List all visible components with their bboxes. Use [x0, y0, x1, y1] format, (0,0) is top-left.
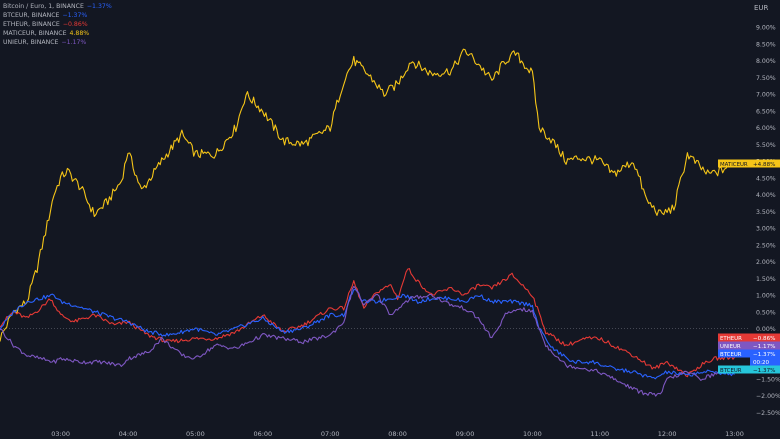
series-line-etheur — [0, 268, 735, 378]
x-tick-label: 03:00 — [51, 430, 70, 438]
price-tag-name: ETHEUR — [720, 336, 742, 342]
price-tags: MATICEUR +4.88% ETHEUR −0.86% UNIEUR −1.17% BT… — [718, 159, 780, 374]
legend-label: MATICEUR, BINANCE — [3, 30, 67, 37]
y-tick-label: 6.50% — [756, 108, 776, 115]
x-tick-label: 11:00 — [590, 430, 609, 438]
price-tag-value: 00:20 — [753, 360, 770, 366]
price-tag-name-bg — [718, 349, 750, 358]
y-tick-label: 6.00% — [756, 125, 776, 132]
y-tick-label: 2.00% — [756, 259, 776, 266]
price-tag-name-bg — [718, 365, 750, 374]
price-tag-name-bg — [718, 333, 750, 342]
series-line-maticeur — [0, 48, 735, 342]
legend-row[interactable]: BTCEUR, BINANCE −1.37% — [3, 11, 112, 20]
price-tag-value-bg — [750, 365, 780, 374]
price-tag-value: −1.37% — [753, 352, 775, 358]
y-tick-label: −2.50% — [756, 410, 780, 417]
legend-row[interactable]: ETHEUR, BINANCE −0.86% — [3, 20, 112, 29]
y-tick-label: 0.50% — [756, 309, 776, 316]
y-tick-label: 7.00% — [756, 92, 776, 99]
price-tag-value-bg — [750, 341, 780, 350]
legend-change: −1.37% — [86, 3, 112, 10]
price-tag-name-bg — [718, 159, 750, 168]
price-tag-value-bg — [750, 333, 780, 342]
x-tick-label: 13:00 — [725, 430, 744, 438]
legend-label: UNIEUR, BINANCE — [3, 39, 59, 46]
y-tick-label: 3.00% — [756, 226, 776, 233]
price-tag-value: −1.37% — [753, 368, 775, 374]
legend-change: −0.86% — [62, 21, 88, 28]
legend-row[interactable]: MATICEUR, BINANCE 4.88% — [3, 29, 112, 38]
series-lines — [0, 48, 735, 397]
y-tick-label: −2.00% — [756, 393, 780, 400]
price-tag-name: UNIEUR — [720, 344, 741, 350]
y-tick-label: 1.00% — [756, 293, 776, 300]
y-tick-label: 1.50% — [756, 276, 776, 283]
y-tick-label: 8.00% — [756, 58, 776, 65]
legend-change: 4.88% — [69, 30, 90, 37]
y-tick-label: 4.00% — [756, 192, 776, 199]
legend-change: −1.17% — [61, 39, 87, 46]
legend-label: Bitcoin / Euro, 1, BINANCE — [3, 3, 84, 10]
x-tick-label: 08:00 — [388, 430, 407, 438]
price-tag-value: +4.88% — [753, 162, 775, 168]
legend-row[interactable]: UNIEUR, BINANCE −1.17% — [3, 38, 112, 47]
x-tick-label: 09:00 — [456, 430, 475, 438]
series-line-unieur — [0, 285, 735, 397]
x-axis[interactable]: 03:00 04:00 05:00 06:00 07:00 08:00 09:00 10:00… — [51, 430, 744, 438]
x-tick-label: 07:00 — [321, 430, 340, 438]
price-tag-name: BTCEUR — [720, 352, 742, 358]
x-tick-label: 06:00 — [253, 430, 272, 438]
x-tick-label: 05:00 — [186, 430, 205, 438]
price-tag-value-bg — [750, 159, 780, 168]
price-tag-name: BTCEUR — [720, 368, 742, 374]
y-tick-label: 5.50% — [756, 142, 776, 149]
chart-legend: Bitcoin / Euro, 1, BINANCE −1.37% BTCEUR,… — [3, 2, 112, 47]
y-tick-label: 2.50% — [756, 242, 776, 249]
price-tag-name: MATICEUR — [720, 162, 748, 168]
y-tick-label: 4.50% — [756, 175, 776, 182]
legend-row[interactable]: Bitcoin / Euro, 1, BINANCE −1.37% — [3, 2, 112, 11]
price-tag-value: −0.86% — [753, 336, 775, 342]
legend-change: −1.37% — [62, 12, 88, 19]
legend-label: BTCEUR, BINANCE — [3, 12, 60, 19]
x-tick-label: 12:00 — [658, 430, 677, 438]
axis-unit-label: EUR — [754, 4, 769, 12]
legend-label: ETHEUR, BINANCE — [3, 21, 60, 28]
x-tick-label: 04:00 — [119, 430, 138, 438]
price-tag-name-bg — [718, 341, 750, 350]
x-tick-label: 10:00 — [523, 430, 542, 438]
y-tick-label: 0.00% — [756, 326, 776, 333]
y-tick-label: 8.50% — [756, 41, 776, 48]
price-tag-value-bg — [750, 349, 780, 358]
y-tick-label: 3.50% — [756, 209, 776, 216]
y-tick-label: 9.00% — [756, 25, 776, 32]
series-line-btceur — [0, 288, 735, 380]
price-tag-value-bg — [750, 357, 780, 366]
y-tick-label: −1.50% — [756, 376, 780, 383]
price-tag-value: −1.17% — [753, 344, 775, 350]
y-tick-label: 7.50% — [756, 75, 776, 82]
